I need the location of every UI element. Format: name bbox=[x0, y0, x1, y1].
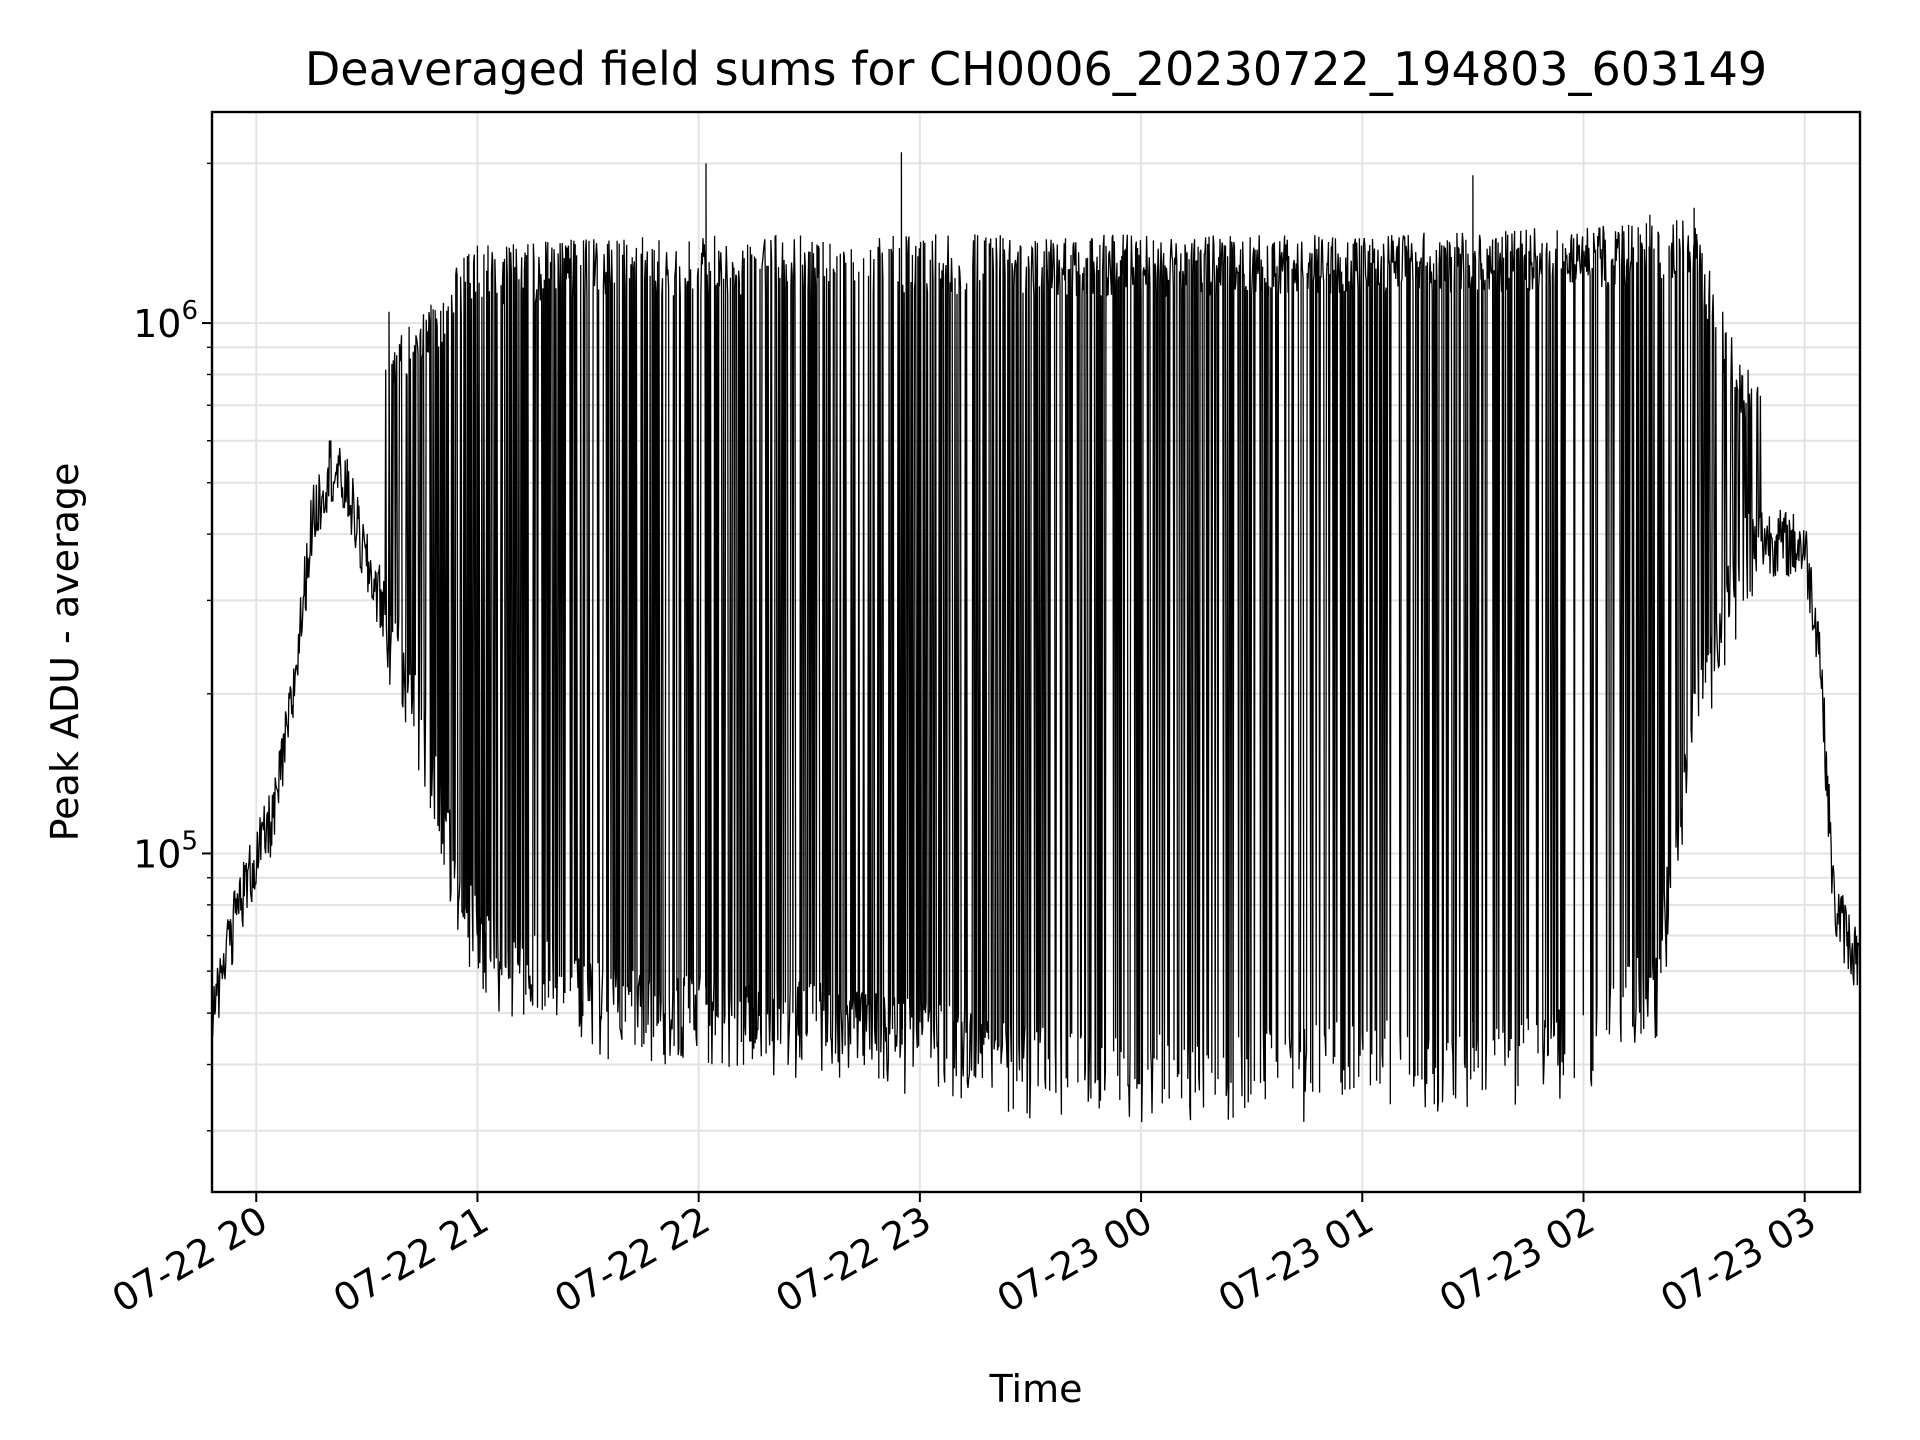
x-axis-label: Time bbox=[989, 1367, 1083, 1411]
y-axis: 105 106 bbox=[133, 162, 212, 1132]
plot-frame bbox=[210, 110, 1862, 1194]
y-tick-label: 105 bbox=[133, 826, 198, 876]
series-line bbox=[211, 152, 1861, 1123]
plot-area bbox=[211, 152, 1861, 1123]
y-tick-label: 106 bbox=[133, 296, 198, 346]
chart-title: Deaveraged field sums for CH0006_2023072… bbox=[305, 42, 1767, 96]
y-tick-exponent: 5 bbox=[181, 826, 198, 856]
y-tick-exponent: 6 bbox=[181, 296, 198, 326]
y-axis-label: Peak ADU - average bbox=[43, 463, 87, 842]
